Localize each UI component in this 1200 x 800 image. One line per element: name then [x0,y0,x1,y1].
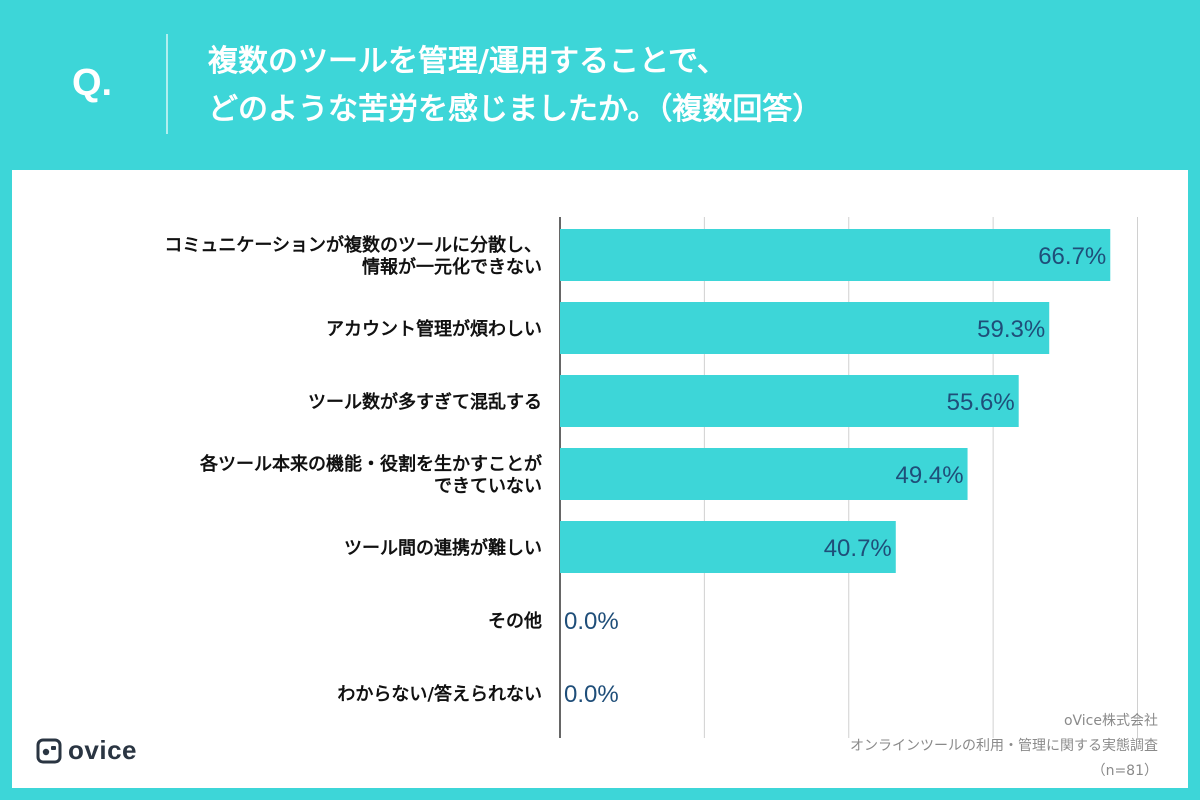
value-label: 66.7% [1038,243,1106,270]
source-company: oVice株式会社 [1063,713,1158,729]
value-label: 55.6% [947,389,1015,416]
value-labels: 66.7% 59.3% 55.6% 49.4% 40.7% 0.0% 0.0% [564,243,1106,708]
ovice-logo-text: ovice [68,735,137,765]
bar [560,521,896,573]
bar [560,229,1111,281]
value-label: 49.4% [895,462,963,489]
bar [560,448,968,500]
category-label: アカウント管理が煩わしい [326,318,542,340]
ovice-logo-icon [36,738,62,763]
question-title-line-2: どのような苦労を感じましたか。（複数回答） [208,92,823,127]
header-divider [166,34,168,134]
category-label: 情報が一元化できない [362,256,542,278]
question-title: 複数のツールを管理/運用することで、 どのような苦労を感じましたか。（複数回答） [208,38,822,134]
bars [560,229,1111,573]
bar [560,375,1019,427]
question-title-line-1: 複数のツールを管理/運用することで、 [208,44,727,79]
bar [560,302,1050,354]
category-label: できていない [434,476,542,497]
source-sample-size: （n=81） [1091,763,1158,779]
category-labels: コミュニケーションが複数のツールに分散し、情報が一元化できないアカウント管理が煩… [164,234,542,705]
value-label: 59.3% [977,316,1045,343]
question-mark-label: Q. [72,62,113,104]
category-label: ツール数が多すぎて混乱する [308,391,542,413]
ovice-logo: ovice [36,735,137,766]
category-label: わからない/答えられない [337,683,542,705]
category-label: ツール間の連携が難しい [344,537,542,559]
value-label: 0.0% [564,608,619,635]
category-label: 各ツール本来の機能・役割を生かすことが [199,453,542,475]
value-label: 0.0% [564,681,619,708]
source-survey: オンラインツールの利用・管理に関する実態調査 [850,738,1158,754]
category-label: その他 [488,610,542,632]
category-label: コミュニケーションが複数のツールに分散し、 [164,234,542,256]
value-label: 40.7% [824,535,892,562]
